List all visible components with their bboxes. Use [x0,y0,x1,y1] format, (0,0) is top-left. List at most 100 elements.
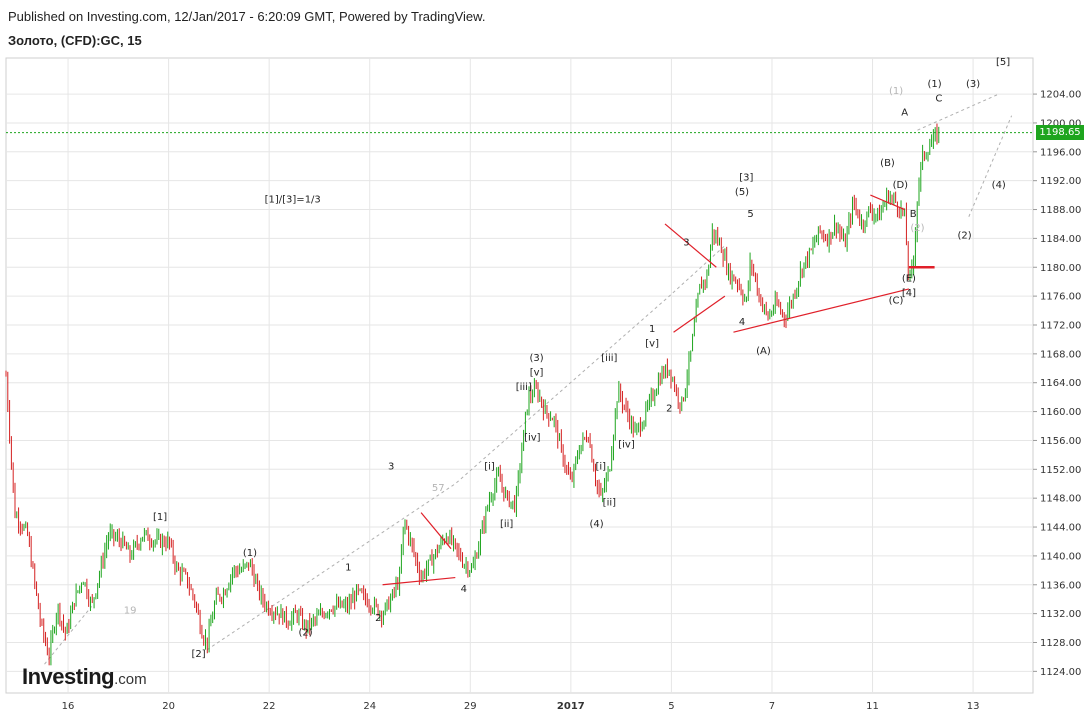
wave-label: [iii] [516,382,532,393]
wave-label: 3 [388,461,394,472]
wave-label: 5 [747,209,753,220]
trend-line [382,576,456,586]
y-tick-label: 1152.00 [1040,465,1081,476]
wave-label: (2) [298,627,312,638]
wave-label: [ii] [603,497,616,508]
wave-label: [5] [996,57,1010,68]
y-tick-label: 1156.00 [1040,436,1081,447]
y-tick-label: 1172.00 [1040,320,1081,331]
wave-label: (D) [893,180,909,191]
projection-line [44,606,92,665]
x-tick-label: 5 [668,701,674,712]
wave-label: (E) [902,274,916,285]
publish-info: Published on Investing.com, 12/Jan/2017 … [8,9,486,24]
wave-label: 1 [345,562,351,573]
wave-label: (4) [992,180,1006,191]
x-tick-label: 2017 [557,701,585,712]
wave-label: [i] [484,461,495,472]
projection-line [206,245,726,651]
wave-label: [v] [530,368,544,379]
y-tick-label: 1128.00 [1040,638,1081,649]
grid [6,58,1033,693]
wave-labels: [1]/[3]=1/3 [1] 19 [2] (1) (2) 1 2 3 57 4 [i] [ii] (3… [124,57,1010,660]
wave-label: [3] [739,173,753,184]
y-tick-label: 1176.00 [1040,292,1081,303]
plot-frame [5,57,1034,694]
wave-label: [1] [153,512,167,523]
y-tick-label: 1144.00 [1040,523,1081,534]
wave-label: [1]/[3]=1/3 [265,194,321,205]
trend-line [664,223,717,268]
x-tick-label: 29 [464,701,477,712]
wave-label: (4) [589,519,603,530]
price-axis: 1124.00 1128.00 1132.00 1136.00 1140.00 1144.… [1033,90,1081,678]
y-tick-label: 1168.00 [1040,349,1081,360]
wave-label: (B) [880,158,895,169]
last-price-badge: 1198.65 [1036,125,1084,141]
trend-line [673,295,726,333]
wave-label: (2) [910,223,924,234]
wave-label: [v] [645,339,659,350]
investing-logo[interactable]: Investing.com [22,664,147,690]
wave-label: 3 [683,238,689,249]
x-tick-label: 24 [363,701,376,712]
y-tick-label: 1148.00 [1040,494,1081,505]
wave-label: (2) [957,230,971,241]
wave-label: [4] [902,288,916,299]
wave-label: C [935,93,942,104]
y-tick-label: 1124.00 [1040,667,1081,678]
candles [5,123,940,666]
wave-label: [ii] [500,519,513,530]
projection-line [917,93,999,131]
wave-label: [i] [596,461,607,472]
wave-label: 1 [649,324,655,335]
symbol-title: Золото, (CFD):GC, 15 [8,33,142,48]
y-tick-label: 1184.00 [1040,234,1081,245]
wave-label: (3) [530,353,544,364]
wave-label: (C) [889,295,904,306]
y-tick-label: 1204.00 [1040,90,1081,101]
x-tick-label: 11 [866,701,879,712]
y-tick-label: 1200.00 [1040,118,1081,129]
wave-label: (1) [243,548,257,559]
x-tick-label: 20 [162,701,175,712]
x-tick-label: 13 [967,701,980,712]
wave-label: A [901,108,908,119]
y-tick-label: 1164.00 [1040,378,1081,389]
wave-label: [2] [191,649,205,660]
wave-label: 19 [124,606,137,617]
y-tick-label: 1160.00 [1040,407,1081,418]
x-tick-label: 22 [263,701,276,712]
wave-label: [iv] [618,440,635,451]
trend-line [420,512,452,550]
wave-label: 4 [461,584,467,595]
wave-label: [iv] [524,432,541,443]
trend-line [870,194,905,211]
logo-brand: Investing [22,664,115,689]
wave-label: 4 [739,317,745,328]
wave-label: 2 [666,404,672,415]
y-tick-label: 1132.00 [1040,609,1081,620]
x-tick-label: 7 [769,701,775,712]
x-tick-label: 16 [62,701,75,712]
wave-label: (1) [927,79,941,90]
y-tick-label: 1188.00 [1040,205,1081,216]
wave-label: (1) [889,86,903,97]
projection-lines [44,93,1013,665]
trend-line [733,288,910,333]
wave-label: (3) [966,79,980,90]
projection-line [968,115,1013,217]
y-tick-label: 1196.00 [1040,147,1081,158]
logo-domain: .com [114,671,147,688]
wave-label: 57 [432,483,445,494]
trend-lines[interactable] [382,194,935,586]
wave-label: (5) [735,187,749,198]
wave-label: B [910,209,917,220]
y-tick-label: 1140.00 [1040,551,1081,562]
wave-label: 2 [375,613,381,624]
time-axis: 16 20 22 24 29 2017 5 7 11 13 [62,701,980,712]
y-tick-label: 1136.00 [1040,580,1081,591]
wave-label: [iii] [601,353,617,364]
y-tick-label: 1192.00 [1040,176,1081,187]
